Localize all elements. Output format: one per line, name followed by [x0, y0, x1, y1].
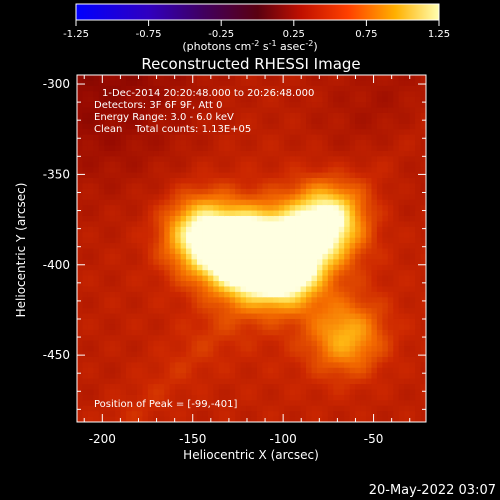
- y-tick-label: -450: [43, 348, 70, 362]
- x-tick-label: -150: [179, 432, 206, 446]
- time-range-text: 1-Dec-2014 20:20:48.000 to 20:26:48.000: [102, 88, 314, 99]
- x-tick-label: -50: [364, 432, 384, 446]
- x-tick-label: -200: [89, 432, 116, 446]
- detectors-text: Detectors: 3F 6F 9F, Att 0: [94, 100, 222, 111]
- energy-range-text: Energy Range: 3.0 - 6.0 keV: [94, 112, 234, 123]
- colorbar-tick-label: 0.75: [355, 29, 377, 40]
- colorbar: -1.25 -0.75 -0.25 0.25 0.75 1.25 (photons cm-…: [63, 3, 450, 53]
- colorbar-tick-label: 0.25: [283, 29, 305, 40]
- y-tick-label: -350: [43, 167, 70, 181]
- chart-title: Reconstructed RHESSI Image: [141, 55, 360, 73]
- x-tick-label: -100: [270, 432, 297, 446]
- y-tick-label: -400: [43, 258, 70, 272]
- y-axis-label: Heliocentric Y (arcsec): [14, 183, 28, 318]
- axis-ticks: -200 -150 -100 -50 -300 -350 -400 -450: [43, 75, 426, 446]
- colorbar-unit-label: (photons cm-2 s-1 asec-2): [182, 39, 317, 53]
- plot-frame: [76, 74, 427, 423]
- heatmap-image: [77, 75, 426, 422]
- colorbar-gradient: [75, 3, 440, 21]
- y-tick-label: -300: [43, 77, 70, 91]
- footer-timestamp: 20-May-2022 03:07: [369, 483, 496, 498]
- colorbar-tick-label: 1.25: [428, 29, 450, 40]
- colorbar-tick-label: -0.75: [136, 29, 162, 40]
- colorbar-tick-label: -1.25: [63, 29, 89, 40]
- peak-position-text: Position of Peak = [-99,-401]: [94, 399, 238, 410]
- clean-counts-text: Clean Total counts: 1.13E+05: [94, 124, 251, 135]
- colorbar-tick-label: -0.25: [208, 29, 234, 40]
- x-axis-label: Heliocentric X (arcsec): [183, 448, 319, 462]
